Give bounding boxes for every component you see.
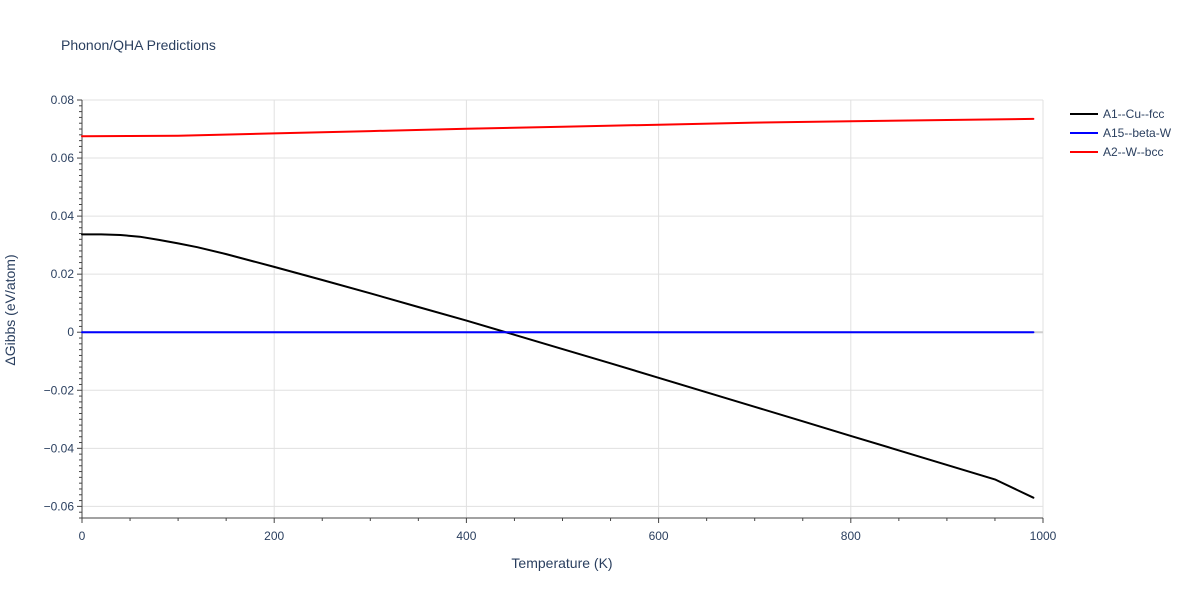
- legend[interactable]: A1--Cu--fcc A15--beta-W A2--W--bcc: [1070, 107, 1172, 159]
- x-tick-label: 400: [456, 529, 476, 543]
- y-tick-label: −0.06: [44, 499, 75, 513]
- legend-item[interactable]: A1--Cu--fcc: [1070, 107, 1164, 121]
- x-tick-label: 200: [264, 529, 284, 543]
- legend-label: A15--beta-W: [1103, 126, 1172, 140]
- x-tick-label: 1000: [1030, 529, 1057, 543]
- legend-item[interactable]: A2--W--bcc: [1070, 145, 1163, 159]
- chart-title: Phonon/QHA Predictions: [61, 37, 216, 53]
- y-tick-label: 0.08: [51, 93, 75, 107]
- y-tick-label: −0.02: [44, 383, 75, 397]
- y-tick-label: 0.06: [51, 151, 75, 165]
- x-axis-title: Temperature (K): [511, 555, 612, 571]
- axes: 0 200 400 600 800 1000 −0.06 −0.04 −0.02 0 0.02 0.0…: [44, 93, 1057, 543]
- x-tick-label: 0: [79, 529, 86, 543]
- series-line-A1--Cu--fcc[interactable]: [81, 233, 1035, 499]
- y-tick-label: 0.04: [51, 209, 75, 223]
- x-tick-label: 800: [841, 529, 861, 543]
- grid-lines: [82, 99, 1044, 518]
- y-tick-label: 0.02: [51, 267, 75, 281]
- legend-item[interactable]: A15--beta-W: [1070, 126, 1172, 140]
- x-tick-label: 600: [649, 529, 669, 543]
- series-line-A2--W--bcc[interactable]: [81, 117, 1035, 138]
- y-tick-label: −0.04: [44, 441, 75, 455]
- y-tick-label: 0: [67, 325, 74, 339]
- y-axis-title: ΔGibbs (eV/atom): [2, 254, 18, 365]
- series-layer: [81, 117, 1035, 499]
- legend-label: A2--W--bcc: [1103, 145, 1163, 159]
- legend-label: A1--Cu--fcc: [1103, 107, 1164, 121]
